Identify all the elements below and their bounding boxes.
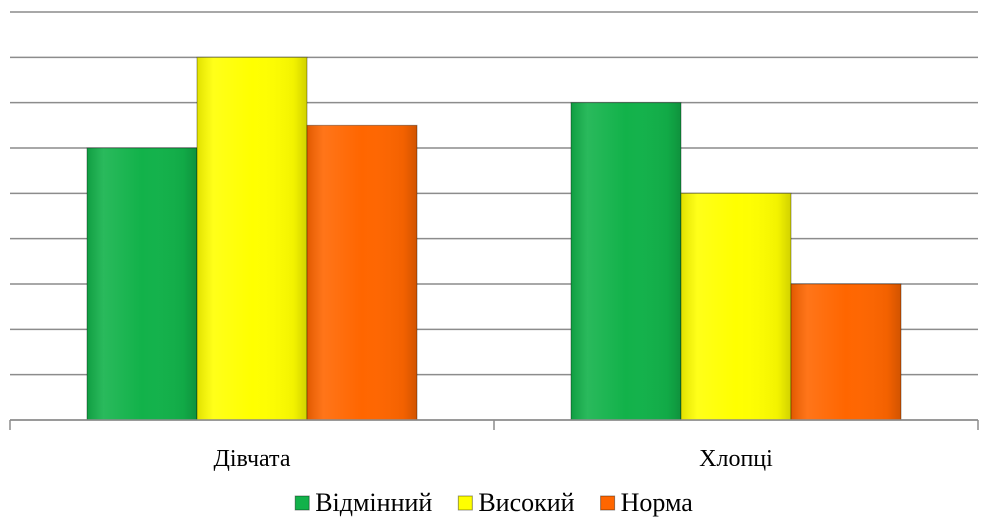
bars (86, 56, 902, 421)
bar-shade (197, 57, 307, 420)
legend-item: Високий (457, 488, 575, 517)
legend-label: Високий (478, 488, 574, 517)
legend-item: Відмінний (294, 488, 432, 517)
bar-shade (791, 284, 901, 420)
legend-swatch (457, 495, 473, 511)
x-axis: Дівчата Хлопці (9, 419, 979, 472)
bar-shade (87, 148, 197, 420)
legend-item: Норма (600, 488, 694, 517)
x-tick-label: Хлопці (699, 446, 773, 472)
legend-label: Норма (621, 488, 694, 517)
bar-shade (307, 125, 417, 420)
legend-swatch (294, 495, 310, 511)
legend-label: Відмінний (315, 488, 432, 517)
bar-shade (681, 193, 791, 420)
bar-shade (571, 102, 681, 421)
x-tick-label: Дівчата (214, 446, 291, 472)
legend: Відмінний Високий Норма (294, 488, 694, 517)
legend-swatch (600, 495, 616, 511)
